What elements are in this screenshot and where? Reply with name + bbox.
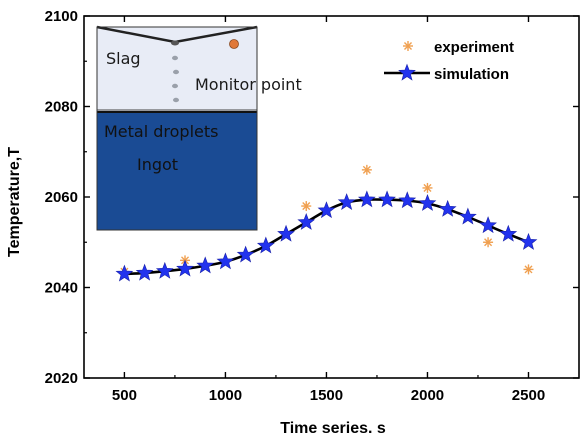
inset-label-slag: Slag (106, 49, 141, 68)
inset-label-ingot: Ingot (137, 155, 178, 174)
simulation-point-900 (196, 256, 215, 274)
axes-layer: 500 1000 1500 2000 2500 2020 2040 2060 2080 2100 (45, 8, 580, 404)
x-tick-label-1000: 1000 (209, 387, 242, 404)
x-tick-label-500: 500 (112, 387, 137, 404)
droplet-1 (173, 69, 179, 75)
plot-layer (115, 164, 538, 282)
simulation-point-2500 (519, 232, 538, 250)
simulation-point-700 (155, 261, 174, 279)
simulation-point-2200 (458, 207, 477, 225)
simulation-point-1600 (337, 193, 356, 210)
ingot-region (97, 112, 257, 230)
inset-label-metal-droplets: Metal droplets (104, 122, 218, 141)
simulation-point-2100 (438, 199, 457, 217)
x-tick-label-2500: 2500 (512, 387, 545, 404)
simulation-point-1700 (357, 190, 376, 208)
inset-border (96, 26, 258, 231)
droplet-2 (172, 83, 178, 89)
legend-label-experiment: experiment (434, 39, 514, 56)
droplet-column (172, 55, 179, 103)
simulation-point-1200 (256, 236, 275, 254)
simulation-point-2000 (418, 193, 437, 211)
inset-schematic: Slag Monitor point Metal droplets Ingot (96, 25, 302, 231)
x-axis-title: Time series. s (280, 420, 386, 437)
simulation-point-1000 (216, 252, 235, 270)
simulation-point-1300 (277, 224, 295, 242)
inset-label-monitor-point: Monitor point (195, 75, 302, 94)
monitor-point-marker (229, 39, 239, 49)
y-tick-label-2060: 2060 (45, 189, 78, 206)
simulation-point-1400 (297, 212, 316, 230)
y-tick-label-2040: 2040 (45, 280, 78, 297)
experiment-point-2000 (422, 182, 433, 193)
simulation-point-600 (135, 263, 154, 281)
electrode-drip (171, 40, 179, 46)
legend-marker-simulation (398, 63, 416, 81)
simulation-point-500 (115, 264, 134, 282)
y-tick-label-2100: 2100 (45, 8, 78, 25)
legend: experiment simulation (384, 39, 514, 83)
droplet-0 (172, 55, 178, 61)
experiment-point-2500 (523, 264, 534, 275)
x-tick-label-2000: 2000 (411, 387, 444, 404)
simulation-point-800 (176, 259, 194, 277)
experiment-point-1400 (301, 201, 312, 212)
simulation-point-2300 (479, 216, 497, 234)
y-axis-title: Temperature,T (6, 147, 23, 257)
experiment-point-1700 (361, 164, 372, 175)
simulation-point-1100 (236, 245, 255, 263)
legend-marker-experiment (403, 41, 413, 51)
simulation-point-2400 (499, 224, 518, 242)
x-tick-label-1500: 1500 (310, 387, 343, 404)
droplet-3 (173, 97, 179, 103)
experiment-point-2300 (483, 237, 494, 248)
simulation-point-1800 (378, 190, 396, 208)
simulation-point-1500 (317, 201, 336, 219)
legend-label-simulation: simulation (434, 66, 509, 83)
y-tick-label-2080: 2080 (45, 99, 78, 116)
y-tick-label-2020: 2020 (45, 370, 78, 387)
simulation-point-1900 (398, 191, 417, 209)
